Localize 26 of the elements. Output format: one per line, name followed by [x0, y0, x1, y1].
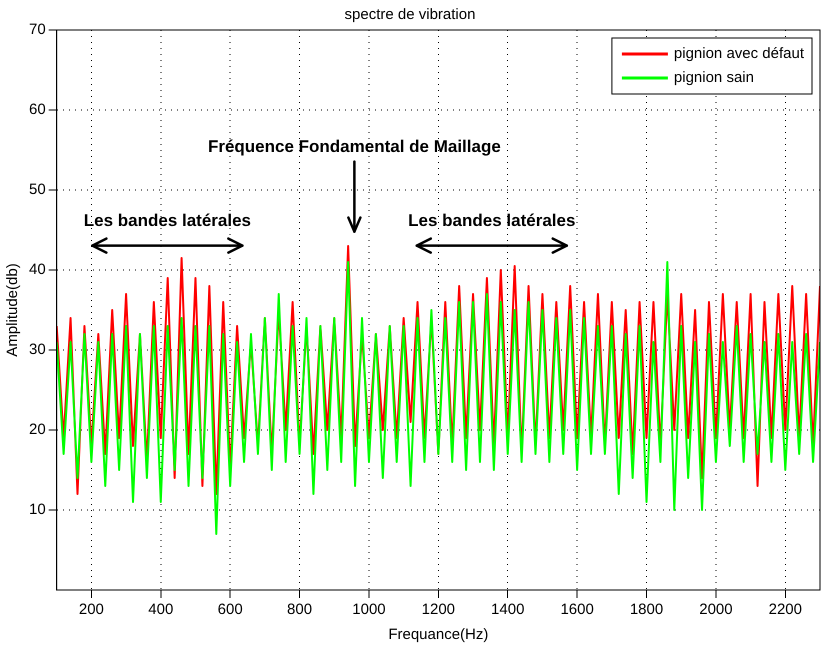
- y-tick-label: 50: [28, 181, 46, 198]
- x-tick-label: 1400: [491, 601, 524, 618]
- x-tick-label: 600: [218, 601, 243, 618]
- y-tick-label: 20: [28, 421, 46, 438]
- x-tick-label: 400: [148, 601, 174, 618]
- x-tick-label: 800: [287, 601, 312, 618]
- x-tick-label: 2000: [699, 601, 733, 618]
- x-tick-label: 1200: [422, 601, 456, 618]
- y-tick-label: 10: [28, 501, 46, 518]
- legend-label: pignion sain: [674, 69, 754, 86]
- y-tick-label: 70: [28, 21, 46, 38]
- x-tick-label: 1800: [630, 601, 664, 618]
- x-tick-label: 2200: [768, 601, 802, 618]
- y-tick-label: 60: [28, 101, 46, 118]
- y-tick-label: 30: [28, 341, 46, 358]
- x-axis-title: Frequance(Hz): [388, 626, 488, 644]
- x-tick-label: 1600: [560, 601, 594, 618]
- annotation: Fréquence Fondamental de Maillage: [208, 136, 501, 156]
- y-tick-label: 40: [28, 261, 46, 278]
- x-tick-label: 1000: [352, 601, 386, 618]
- y-axis-title: Amplitude(db): [4, 263, 22, 357]
- annotation: Les bandes latérales: [84, 210, 251, 230]
- x-tick-label: 200: [78, 601, 104, 618]
- legend-label: pignion avec défaut: [674, 45, 805, 62]
- chart-title: spectre de vibration: [344, 6, 476, 24]
- annotation: Les bandes latérales: [408, 210, 576, 230]
